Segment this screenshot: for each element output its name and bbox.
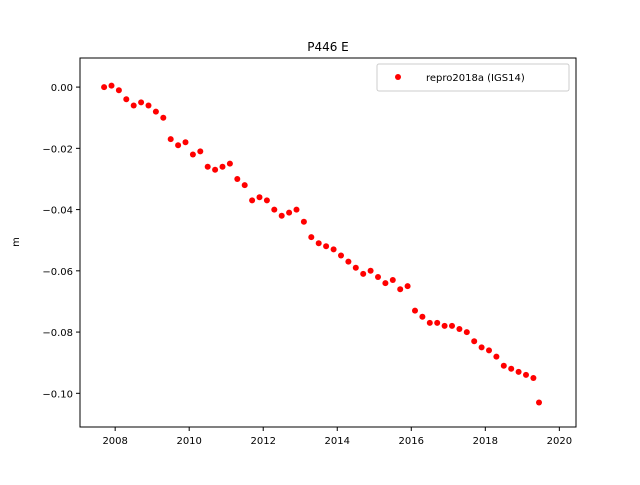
data-point bbox=[419, 313, 426, 320]
data-point bbox=[226, 160, 233, 167]
data-point bbox=[360, 270, 367, 277]
data-point bbox=[293, 206, 300, 213]
data-point bbox=[404, 283, 411, 290]
data-point bbox=[456, 326, 463, 332]
data-point bbox=[382, 280, 389, 287]
y-tick-label: −0.10 bbox=[42, 389, 73, 400]
data-point bbox=[278, 212, 285, 219]
data-point bbox=[152, 108, 159, 115]
data-point bbox=[397, 286, 404, 293]
data-point bbox=[536, 399, 542, 406]
x-tick-label: 2012 bbox=[250, 436, 275, 447]
y-tick-label: −0.06 bbox=[42, 267, 73, 278]
data-point bbox=[101, 84, 108, 91]
data-point bbox=[315, 240, 322, 247]
data-point bbox=[241, 182, 248, 189]
x-tick-label: 2010 bbox=[176, 436, 201, 447]
data-point bbox=[508, 365, 515, 372]
axes: 2008 2010 2012 2014 2016 2018 2020 0.00 −0.02 −0.… bbox=[42, 57, 577, 447]
x-tick-label: 2016 bbox=[399, 436, 424, 447]
data-point bbox=[412, 307, 418, 314]
x-tick-label: 2018 bbox=[473, 436, 498, 447]
data-point bbox=[345, 258, 352, 265]
data-point bbox=[167, 136, 174, 143]
data-point bbox=[330, 246, 337, 253]
data-point bbox=[449, 322, 455, 329]
data-point bbox=[441, 322, 448, 329]
legend-marker bbox=[395, 74, 401, 80]
plot-area bbox=[101, 82, 542, 406]
data-point bbox=[493, 353, 500, 360]
legend: repro2018a (IGS14) bbox=[376, 63, 570, 92]
data-point bbox=[219, 163, 226, 170]
data-point bbox=[308, 234, 315, 241]
data-point bbox=[500, 362, 507, 369]
data-point bbox=[145, 102, 152, 109]
data-point bbox=[138, 99, 145, 106]
data-point bbox=[263, 197, 270, 204]
data-point bbox=[375, 274, 381, 280]
data-point bbox=[130, 102, 137, 109]
chart-title: P446 E bbox=[307, 40, 349, 54]
data-point bbox=[471, 338, 478, 345]
data-point bbox=[367, 267, 374, 274]
x-tick-label: 2020 bbox=[547, 436, 572, 447]
x-tick-label: 2014 bbox=[325, 436, 350, 447]
legend-box bbox=[376, 63, 570, 92]
data-point bbox=[249, 197, 256, 204]
data-point bbox=[300, 218, 307, 225]
data-point bbox=[434, 319, 441, 326]
data-point bbox=[160, 114, 167, 121]
data-point bbox=[523, 371, 529, 378]
y-axis-label: m bbox=[11, 237, 22, 247]
data-point bbox=[286, 209, 293, 216]
legend-label: repro2018a (IGS14) bbox=[426, 73, 525, 84]
y-tick-label: 0.00 bbox=[51, 83, 73, 94]
data-point bbox=[478, 344, 485, 351]
data-point bbox=[212, 166, 219, 173]
data-point bbox=[515, 368, 522, 375]
data-point bbox=[182, 139, 189, 146]
data-point bbox=[189, 151, 196, 158]
data-point bbox=[123, 96, 130, 103]
data-point bbox=[426, 319, 433, 326]
data-point bbox=[323, 243, 330, 250]
y-tick-label: −0.08 bbox=[42, 328, 73, 339]
data-point bbox=[204, 163, 211, 170]
data-point bbox=[486, 347, 492, 354]
data-point bbox=[530, 375, 537, 381]
data-point bbox=[271, 206, 278, 213]
data-point bbox=[197, 148, 204, 155]
data-point bbox=[389, 277, 396, 283]
data-point bbox=[463, 329, 470, 336]
data-point bbox=[175, 142, 182, 149]
data-point bbox=[115, 87, 122, 94]
data-point bbox=[234, 176, 241, 182]
y-tick-label: −0.04 bbox=[42, 206, 73, 217]
data-point bbox=[352, 264, 359, 271]
axes-frame bbox=[79, 57, 577, 428]
data-point bbox=[338, 252, 344, 259]
x-tick-label: 2008 bbox=[102, 436, 127, 447]
data-point bbox=[256, 194, 263, 201]
data-point bbox=[108, 82, 115, 89]
y-tick-label: −0.02 bbox=[42, 144, 73, 155]
